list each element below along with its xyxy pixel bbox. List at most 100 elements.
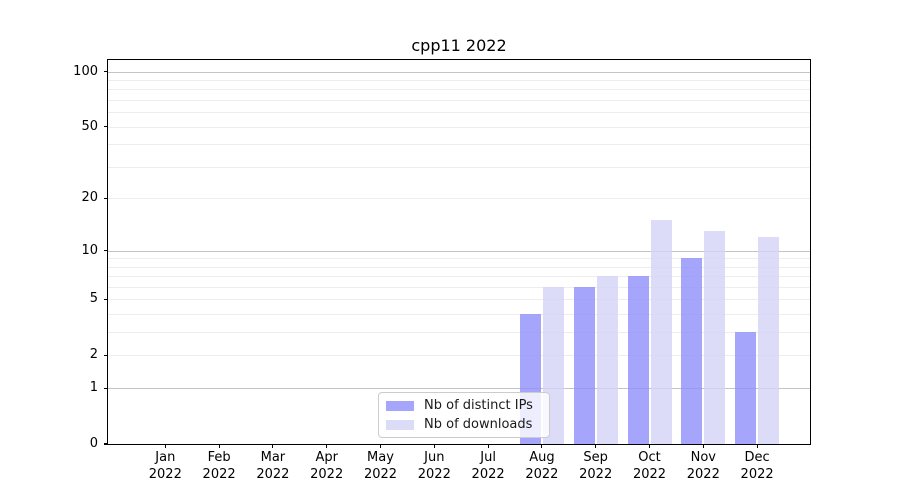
- x-tick: [379, 444, 382, 448]
- legend-item: Nb of downloads: [386, 416, 542, 433]
- x-tick: [272, 444, 274, 448]
- y-tick: [104, 126, 108, 128]
- y-tick: [104, 443, 108, 445]
- y-tick: [104, 354, 108, 356]
- gridline-minor: [108, 332, 810, 334]
- y-tick: [104, 71, 108, 73]
- y-tick-label: 2: [89, 347, 98, 363]
- legend-swatch-distinct-ips: [386, 400, 414, 411]
- x-tick: [164, 444, 166, 448]
- gridline-minor: [108, 287, 810, 288]
- x-tick-month: Oct: [638, 450, 661, 465]
- x-tick-label-apr: Apr 2022: [297, 450, 357, 483]
- legend-label: Nb of distinct IPs: [424, 398, 533, 413]
- x-tick-label-jun: Jun 2022: [404, 450, 464, 483]
- y-tick: [104, 249, 108, 252]
- x-tick-year: 2022: [579, 466, 613, 482]
- x-tick-month: Sep: [583, 450, 608, 465]
- x-tick-year: 2022: [632, 466, 667, 482]
- y-tick: [104, 387, 108, 389]
- x-tick-year: 2022: [471, 466, 505, 482]
- gridline-minor: [108, 80, 810, 82]
- x-tick: [648, 444, 651, 448]
- x-tick-year: 2022: [256, 466, 290, 482]
- bar-distinct-ips-dec: [735, 332, 757, 444]
- x-tick: [487, 444, 489, 448]
- gridline-minor: [108, 144, 810, 146]
- y-tick-label: 0: [89, 436, 98, 451]
- x-tick-year: 2022: [417, 466, 451, 482]
- bar-distinct-ips-oct: [627, 276, 649, 444]
- bar-distinct-ips-sep: [573, 287, 595, 444]
- y-tick-label: 20: [81, 190, 98, 206]
- x-tick-label-dec: Dec 2022: [727, 450, 787, 483]
- x-tick-month: Dec: [744, 450, 770, 465]
- x-tick: [702, 444, 704, 448]
- gridline-minor: [108, 112, 810, 114]
- gridline-minor: [108, 89, 810, 91]
- legend-swatch-downloads: [386, 419, 414, 430]
- x-tick-label-nov: Nov 2022: [673, 450, 733, 483]
- x-tick-label-jul: Jul 2022: [458, 450, 518, 483]
- x-tick-label-sep: Sep 2022: [566, 450, 626, 483]
- x-tick-month: May: [367, 450, 394, 465]
- x-tick-month: Jul: [480, 450, 496, 465]
- x-tick: [326, 444, 328, 448]
- y-tick-label: 50: [81, 118, 98, 134]
- gridline-major: [108, 388, 810, 390]
- gridline-minor: [108, 100, 810, 102]
- x-tick-label-mar: Mar 2022: [243, 450, 303, 483]
- x-tick-year: 2022: [363, 466, 398, 482]
- bar-downloads-oct: [650, 220, 672, 444]
- y-tick-label: 5: [89, 291, 98, 307]
- x-tick-label-feb: Feb 2022: [189, 450, 249, 483]
- y-tick: [104, 197, 108, 199]
- gridline-minor: [108, 258, 810, 260]
- chart-title: cpp11 2022: [411, 36, 507, 55]
- x-tick-month: Mar: [260, 450, 286, 465]
- x-tick: [541, 444, 543, 448]
- y-tick-label: 100: [73, 63, 98, 79]
- x-tick: [433, 444, 435, 448]
- x-tick-year: 2022: [686, 466, 720, 482]
- x-tick-month: Apr: [315, 450, 338, 465]
- x-tick-month: Nov: [690, 450, 716, 465]
- legend: Nb of distinct IPs Nb of downloads: [378, 392, 550, 438]
- x-tick-month: Feb: [207, 450, 231, 465]
- y-tick: [104, 298, 108, 300]
- bar-downloads-sep: [596, 276, 618, 444]
- x-tick-month: Aug: [529, 450, 555, 465]
- y-tick-label: 1: [89, 380, 98, 396]
- gridline-major: [108, 71, 810, 73]
- x-tick-label-jan: Jan 2022: [135, 450, 195, 483]
- plot-area: [108, 60, 810, 444]
- x-tick-year: 2022: [202, 466, 236, 482]
- legend-item: Nb of distinct IPs: [386, 397, 542, 414]
- bar-downloads-nov: [704, 231, 726, 444]
- x-tick-month: Jun: [424, 450, 445, 465]
- gridline-minor: [108, 126, 810, 128]
- x-tick: [218, 444, 220, 448]
- gridline-minor: [108, 266, 810, 268]
- x-tick-label-aug: Aug 2022: [512, 450, 572, 483]
- x-tick-year: 2022: [148, 466, 182, 482]
- bar-distinct-ips-nov: [681, 258, 703, 444]
- x-tick-year: 2022: [740, 466, 774, 482]
- gridline-minor: [108, 198, 810, 200]
- gridline-minor: [108, 299, 810, 301]
- x-tick-label-oct: Oct 2022: [620, 450, 680, 483]
- gridline-major: [108, 250, 810, 252]
- gridline-minor: [108, 166, 810, 168]
- x-tick: [756, 444, 758, 448]
- gridline-minor: [108, 314, 810, 316]
- bar-downloads-dec: [758, 237, 780, 444]
- legend-label: Nb of downloads: [424, 417, 533, 432]
- x-tick: [595, 444, 597, 448]
- x-tick-label-may: May 2022: [351, 450, 411, 483]
- y-tick-label: 10: [81, 242, 98, 258]
- x-tick-year: 2022: [310, 466, 344, 482]
- x-tick-year: 2022: [525, 466, 559, 482]
- gridline-minor: [108, 355, 810, 357]
- x-tick-month: Jan: [155, 450, 176, 465]
